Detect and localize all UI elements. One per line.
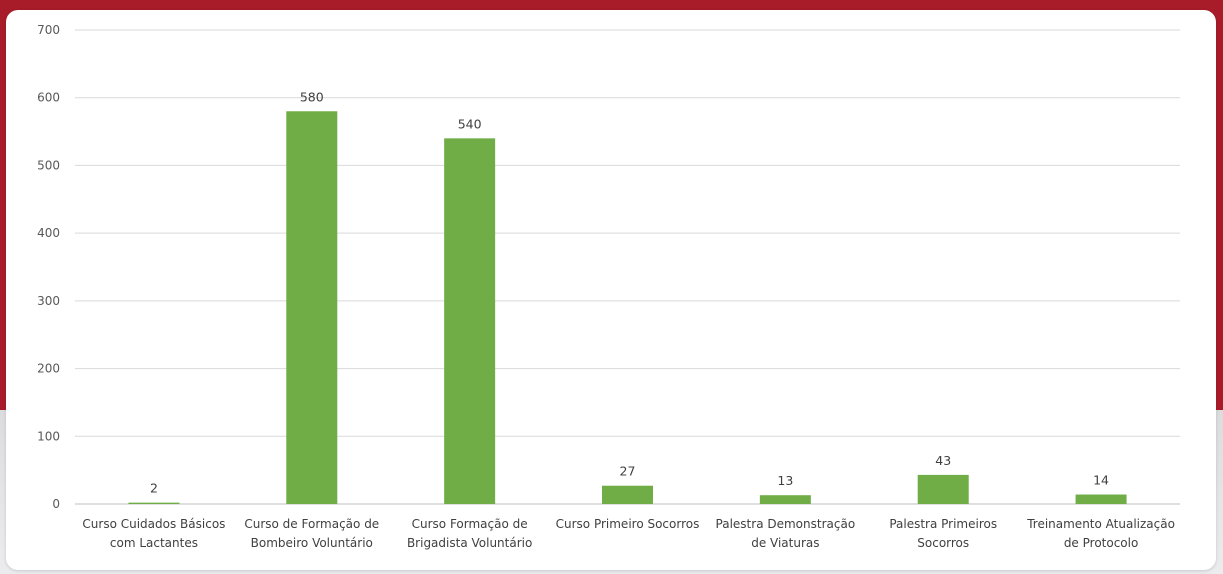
data-label: 27 [620, 464, 636, 479]
data-label: 14 [1093, 473, 1109, 488]
bar [759, 495, 811, 504]
y-tick-label: 300 [37, 294, 60, 308]
gridlines [75, 29, 1180, 505]
bars [128, 111, 1127, 505]
category-label: Treinamento Atualização [1026, 517, 1175, 531]
category-label: Palestra Primeiros [889, 517, 997, 531]
y-tick-label: 400 [37, 226, 60, 240]
y-tick-label: 200 [37, 362, 60, 376]
y-tick-label: 500 [37, 158, 60, 172]
category-label: Bombeiro Voluntário [251, 536, 373, 550]
category-label: de Protocolo [1064, 536, 1139, 550]
category-label: Curso Cuidados Básicos [82, 517, 225, 531]
category-label: Socorros [917, 536, 969, 550]
bar [444, 138, 496, 505]
category-label: Curso Formação de [412, 517, 528, 531]
y-tick-label: 0 [52, 497, 60, 511]
bar [286, 111, 338, 504]
chart-card [6, 10, 1216, 570]
data-label: 2 [150, 481, 158, 496]
data-label: 13 [777, 473, 793, 488]
bar [128, 502, 180, 504]
category-labels: Curso Cuidados Básicos com Lactantes Curso… [82, 517, 1175, 550]
bar [917, 474, 969, 504]
category-label: Brigadista Voluntário [407, 536, 532, 550]
category-label: com Lactantes [110, 536, 198, 550]
category-label: de Viaturas [751, 536, 819, 550]
data-label: 580 [300, 89, 324, 104]
category-label: Curso de Formação de [244, 517, 379, 531]
category-label: Curso Primeiro Socorros [556, 517, 700, 531]
y-axis-tick-labels: 0 100 200 300 400 500 600 700 [37, 23, 60, 511]
data-label: 540 [458, 116, 482, 131]
category-label: Palestra Demonstração [716, 517, 856, 531]
data-label: 43 [935, 453, 951, 468]
y-tick-label: 700 [37, 23, 60, 37]
y-tick-label: 100 [37, 429, 60, 443]
data-labels: 2 580 540 27 13 43 14 [150, 89, 1109, 495]
bar [1075, 494, 1127, 504]
bar [602, 485, 653, 504]
y-tick-label: 600 [37, 91, 60, 105]
